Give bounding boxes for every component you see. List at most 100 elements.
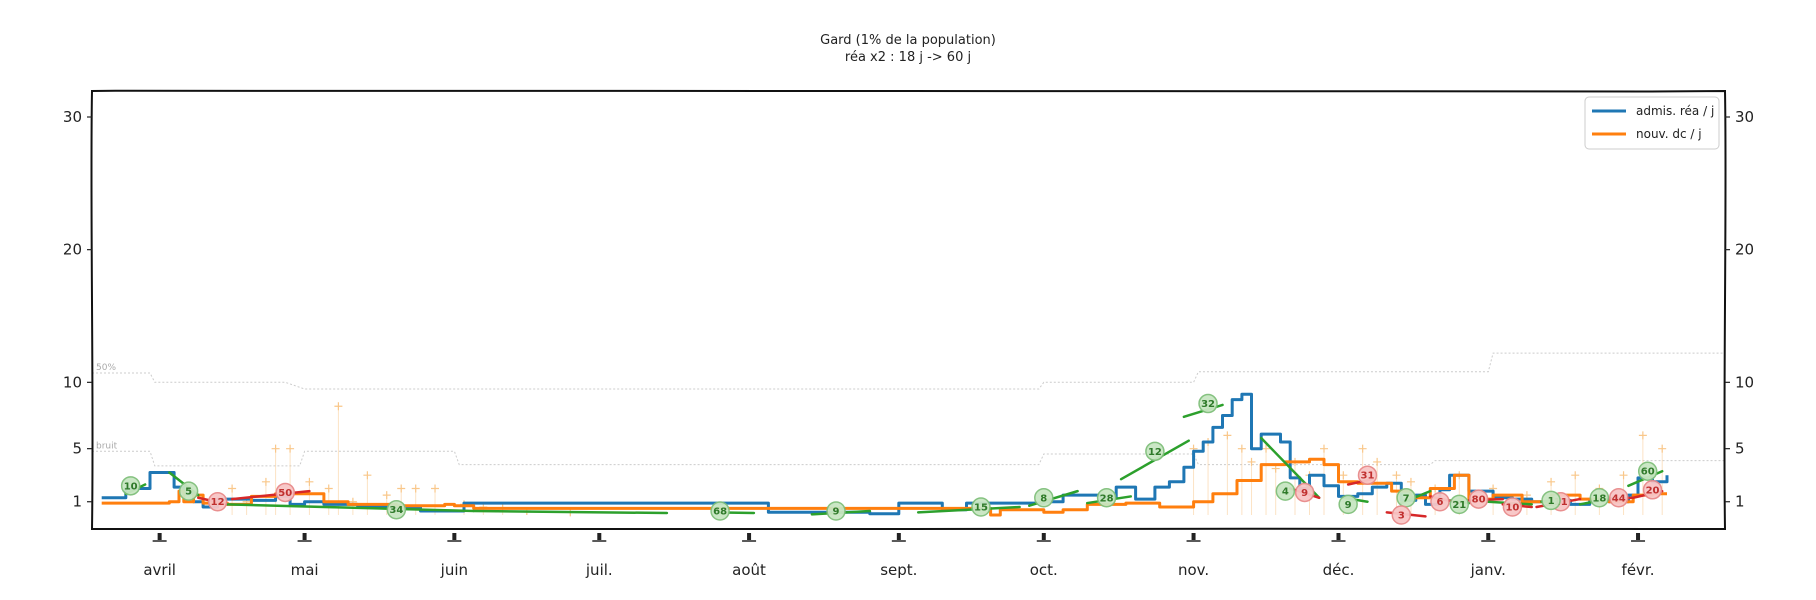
y-tick-label-left-4: 30 bbox=[63, 108, 82, 126]
y-tick-label-right-2: 10 bbox=[1735, 373, 1754, 391]
plot-frame bbox=[90, 89, 1727, 531]
x-tick-label-10: févr. bbox=[1622, 561, 1655, 579]
legend: admis. réa / j nouv. dc / j bbox=[1584, 96, 1720, 150]
noise-marker-5 bbox=[305, 477, 314, 486]
trend-badge-label-11: 12 bbox=[1148, 447, 1162, 458]
y-tick-label-left-2: 10 bbox=[63, 373, 82, 391]
x-tick-8 bbox=[1336, 533, 1341, 540]
noise-marker-6 bbox=[324, 484, 333, 493]
trend-badges: 10 5 12 50 34 68 9 15 8 28 12 32 4 9 9 31 7 3 21 6 80 10 111 18… bbox=[120, 393, 1663, 525]
trend-badge-15 bbox=[1338, 494, 1358, 515]
trend-badge-label-26: 18 bbox=[1592, 493, 1606, 504]
x-tick-label-6: oct. bbox=[1030, 561, 1058, 579]
threshold-label-0: 50% bbox=[96, 363, 116, 373]
trend-badge-26 bbox=[1589, 488, 1610, 508]
x-tick-3 bbox=[597, 533, 602, 540]
x-tick-6 bbox=[1041, 533, 1046, 540]
x-tick-label-0: avril bbox=[143, 561, 176, 579]
x-tick-2 bbox=[452, 533, 457, 540]
x-tick-5 bbox=[896, 533, 901, 540]
chart-title: Gard (1% de la population) bbox=[820, 33, 996, 48]
noise-marker-43 bbox=[1658, 444, 1667, 453]
legend-label-0: admis. réa / j bbox=[1636, 104, 1714, 118]
trend-badge-label-21: 80 bbox=[1472, 495, 1486, 506]
trend-badge-label-0: 10 bbox=[124, 481, 138, 492]
y-tick-label-right-3: 20 bbox=[1735, 241, 1754, 259]
trend-badge-label-9: 8 bbox=[1040, 493, 1047, 504]
x-tick-4 bbox=[747, 533, 752, 540]
y-tick-label-left-0: 1 bbox=[72, 493, 82, 511]
trend-badge-label-6: 68 bbox=[713, 507, 727, 518]
trend-badge-16 bbox=[1357, 465, 1378, 485]
noise-marker-38 bbox=[1547, 477, 1556, 486]
trend-badge-25 bbox=[1541, 490, 1561, 511]
x-tick-label-1: mai bbox=[291, 561, 319, 579]
noise-marker-0 bbox=[228, 484, 237, 493]
trend-badge-label-14: 9 bbox=[1301, 488, 1308, 499]
trend-badge-label-13: 4 bbox=[1282, 487, 1289, 498]
trend-badge-label-10: 28 bbox=[1100, 493, 1114, 504]
trend-badge-23 bbox=[1502, 497, 1523, 517]
x-tick-10 bbox=[1636, 533, 1641, 540]
x-tick-label-9: janv. bbox=[1470, 561, 1506, 579]
trend-line-8 bbox=[916, 505, 1021, 514]
threshold-line-0 bbox=[92, 352, 1725, 390]
noise-marker-23 bbox=[1247, 457, 1256, 466]
noise-marker-29 bbox=[1339, 471, 1348, 480]
noise-markers bbox=[228, 402, 1667, 517]
trend-badge-label-24: 11 bbox=[1554, 497, 1568, 508]
trend-badge-label-28: 60 bbox=[1641, 467, 1655, 478]
x-tick-0 bbox=[157, 533, 162, 540]
noise-marker-32 bbox=[1392, 471, 1401, 480]
trend-badge-label-23: 10 bbox=[1505, 503, 1519, 514]
y-tick-label-left-3: 20 bbox=[63, 241, 82, 259]
noise-marker-21 bbox=[1223, 431, 1232, 440]
noise-marker-39 bbox=[1571, 471, 1580, 480]
y-tick-label-left-1: 5 bbox=[72, 440, 82, 458]
trend-badge-12 bbox=[1198, 393, 1218, 414]
trend-badge-label-20: 6 bbox=[1436, 497, 1443, 508]
trend-badge-label-12: 32 bbox=[1201, 399, 1215, 410]
trend-badge-label-16: 31 bbox=[1361, 471, 1375, 482]
trend-badge-label-25: 1 bbox=[1548, 496, 1555, 507]
trend-badge-11 bbox=[1145, 441, 1165, 462]
x-tick-label-8: déc. bbox=[1323, 561, 1355, 579]
trend-badge-18 bbox=[1391, 505, 1412, 525]
x-tick-label-2: juin bbox=[440, 561, 468, 579]
noise-marker-4 bbox=[286, 444, 295, 453]
x-tick-7 bbox=[1191, 533, 1196, 540]
trend-badge-label-18: 3 bbox=[1398, 511, 1405, 522]
trend-badge-label-27: 44 bbox=[1612, 493, 1626, 504]
noise-marker-31 bbox=[1373, 457, 1382, 466]
trend-badge-14 bbox=[1294, 482, 1315, 503]
trend-badge-1 bbox=[178, 481, 199, 501]
noise-marker-2 bbox=[261, 477, 270, 486]
trend-badge-27 bbox=[1608, 488, 1629, 508]
chart-subtitle: réa x2 : 18 j -> 60 j bbox=[845, 50, 971, 65]
x-tick-label-5: sept. bbox=[880, 561, 917, 579]
trend-badge-3 bbox=[275, 482, 296, 503]
noise-marker-30 bbox=[1358, 444, 1367, 453]
trend-badge-label-17: 7 bbox=[1403, 493, 1410, 504]
noise-marker-24 bbox=[1262, 444, 1271, 453]
trend-badge-label-19: 21 bbox=[1452, 500, 1466, 511]
noise-marker-33 bbox=[1406, 477, 1415, 486]
trend-badge-29 bbox=[1642, 480, 1663, 500]
trend-badge-6 bbox=[710, 501, 730, 521]
x-tick-9 bbox=[1486, 533, 1491, 540]
y-tick-label-right-0: 1 bbox=[1735, 493, 1745, 511]
trend-badge-10 bbox=[1096, 488, 1117, 508]
trend-line-3 bbox=[230, 489, 311, 501]
y-tick-label-right-1: 5 bbox=[1735, 440, 1745, 458]
noise-marker-3 bbox=[271, 444, 280, 453]
trend-badge-21 bbox=[1468, 489, 1489, 509]
trend-badge-7 bbox=[826, 501, 846, 521]
trend-line-5 bbox=[472, 509, 669, 515]
trend-badge-9 bbox=[1034, 488, 1054, 508]
y-tick-label-right-4: 30 bbox=[1735, 108, 1754, 126]
trend-badge-label-29: 20 bbox=[1646, 485, 1660, 496]
trend-badge-label-3: 50 bbox=[278, 488, 292, 499]
trend-badge-8 bbox=[971, 497, 991, 517]
threshold-lines: 50% bruit bbox=[92, 352, 1725, 467]
